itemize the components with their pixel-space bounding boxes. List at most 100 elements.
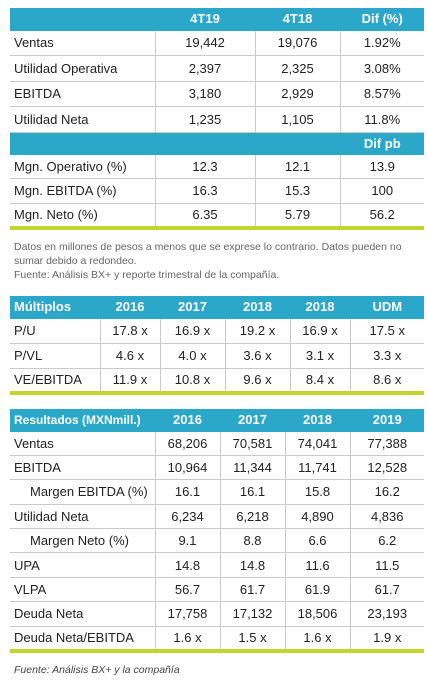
value-cell: 1,105 xyxy=(254,106,340,133)
value-cell: 17,132 xyxy=(219,601,285,627)
value-cell: 1.92% xyxy=(339,30,424,56)
note-source: Fuente: Análisis BX+ y reporte trimestra… xyxy=(14,269,280,281)
value-cell: 9.1 xyxy=(154,528,220,554)
value-cell: 4,836 xyxy=(349,504,424,530)
value-cell: 8.57% xyxy=(339,81,424,107)
table-row: Múltiplos 2016 2017 2018 2018 UDM xyxy=(10,296,424,319)
value-cell: 6,218 xyxy=(219,504,285,530)
table-row: Resultados (MXNmill.) 2016 2017 2018 2019 xyxy=(10,409,424,432)
value-cell: 61.7 xyxy=(219,577,285,603)
header-cell xyxy=(10,132,155,155)
value-cell: 4.0 x xyxy=(159,343,225,369)
value-cell: 12.1 xyxy=(254,154,340,179)
value-cell: 14.8 xyxy=(154,552,220,578)
header-cell: Dif (%) xyxy=(339,8,424,31)
table-row: Utilidad Neta 6,234 6,218 4,890 4,836 xyxy=(10,504,424,530)
value-cell: 19.2 x xyxy=(224,318,290,344)
row-label: EBITDA xyxy=(10,81,155,107)
row-label: Ventas xyxy=(10,431,155,456)
value-cell: 77,388 xyxy=(349,431,424,456)
table-row: Mgn. Operativo (%) 12.3 12.1 13.9 xyxy=(10,154,424,179)
value-cell: 19,076 xyxy=(254,30,340,56)
header-cell: 2016 xyxy=(99,296,160,319)
header-cell: 2018 xyxy=(289,296,350,319)
table-row: Mgn. EBITDA (%) 16.3 15.3 100 xyxy=(10,178,424,204)
row-label: VLPA xyxy=(10,577,155,603)
table-row: Utilidad Neta 1,235 1,105 11.8% xyxy=(10,106,424,133)
table-row: Deuda Neta/EBITDA 1.6 x 1.5 x 1.6 x 1.9 x xyxy=(10,626,424,653)
value-cell: 2,325 xyxy=(254,55,340,82)
header-cell xyxy=(154,132,255,155)
value-cell: 2,397 xyxy=(154,55,255,82)
value-cell: 1.9 x xyxy=(349,626,424,653)
header-cell: 4T19 xyxy=(154,8,255,31)
row-label: P/VL xyxy=(10,343,100,369)
value-cell: 16.1 xyxy=(154,479,220,505)
table-row: P/VL 4.6 x 4.0 x 3.6 x 3.1 x 3.3 x xyxy=(10,343,424,369)
header-cell: 2018 xyxy=(224,296,290,319)
value-cell: 8.6 x xyxy=(349,368,424,395)
value-cell: 15.3 xyxy=(254,178,340,204)
row-label: P/U xyxy=(10,318,100,344)
value-cell: 3.08% xyxy=(339,55,424,82)
value-cell: 61.7 xyxy=(349,577,424,603)
header-cell: 2016 xyxy=(154,409,220,432)
header-cell xyxy=(254,132,340,155)
value-cell: 15.8 xyxy=(284,479,350,505)
table-row: VLPA 56.7 61.7 61.9 61.7 xyxy=(10,577,424,603)
header-cell: 4T18 xyxy=(254,8,340,31)
value-cell: 70,581 xyxy=(219,431,285,456)
header-cell: 2018 xyxy=(284,409,350,432)
results-table: Resultados (MXNmill.) 2016 2017 2018 2019 Ven… xyxy=(10,409,424,653)
table-row: P/U 17.8 x 16.9 x 19.2 x 16.9 x 17.5 x xyxy=(10,318,424,344)
value-cell: 61.9 xyxy=(284,577,350,603)
value-cell: 8.4 x xyxy=(289,368,350,395)
table-row: Mgn. Neto (%) 6.35 5.79 56.2 xyxy=(10,203,424,230)
value-cell: 6.2 xyxy=(349,528,424,554)
value-cell: 3.6 x xyxy=(224,343,290,369)
value-cell: 8.8 xyxy=(219,528,285,554)
value-cell: 1.6 x xyxy=(154,626,220,653)
value-cell: 13.9 xyxy=(339,154,424,179)
table-row: Dif pb xyxy=(10,132,424,155)
table-row: Margen Neto (%) 9.1 8.8 6.6 6.2 xyxy=(10,528,424,554)
table-row: UPA 14.8 14.8 11.6 11.5 xyxy=(10,552,424,578)
header-cell: 2017 xyxy=(159,296,225,319)
table-row: EBITDA 10,964 11,344 11,741 12,528 xyxy=(10,455,424,481)
table-row: Utilidad Operativa 2,397 2,325 3.08% xyxy=(10,55,424,82)
multiples-table: Múltiplos 2016 2017 2018 2018 UDM P/U 17.8 x 16.… xyxy=(10,296,424,395)
value-cell: 3,180 xyxy=(154,81,255,107)
table-row: EBITDA 3,180 2,929 8.57% xyxy=(10,81,424,107)
row-label: Utilidad Neta xyxy=(10,106,155,133)
row-label: Utilidad Operativa xyxy=(10,55,155,82)
table-row: Ventas 19,442 19,076 1.92% xyxy=(10,30,424,56)
value-cell: 1,235 xyxy=(154,106,255,133)
row-label: VE/EBITDA xyxy=(10,368,100,395)
value-cell: 4,890 xyxy=(284,504,350,530)
value-cell: 11.9 x xyxy=(99,368,160,395)
value-cell: 1.6 x xyxy=(284,626,350,653)
value-cell: 12,528 xyxy=(349,455,424,481)
value-cell: 12.3 xyxy=(154,154,255,179)
value-cell: 17.5 x xyxy=(349,318,424,344)
row-label: EBITDA xyxy=(10,455,155,481)
value-cell: 11.8% xyxy=(339,106,424,133)
value-cell: 68,206 xyxy=(154,431,220,456)
value-cell: 11,741 xyxy=(284,455,350,481)
value-cell: 9.6 x xyxy=(224,368,290,395)
row-label: Utilidad Neta xyxy=(10,504,155,530)
source: Fuente: Análisis BX+ y la compañía xyxy=(14,664,180,676)
header-cell: Resultados (MXNmill.) xyxy=(10,409,155,432)
table-row: Ventas 68,206 70,581 74,041 77,388 xyxy=(10,431,424,456)
row-label: Mgn. EBITDA (%) xyxy=(10,178,155,204)
value-cell: 74,041 xyxy=(284,431,350,456)
value-cell: 17,758 xyxy=(154,601,220,627)
row-label: Deuda Neta/EBITDA xyxy=(10,626,155,653)
value-cell: 16.1 xyxy=(219,479,285,505)
value-cell: 11.6 xyxy=(284,552,350,578)
value-cell: 2,929 xyxy=(254,81,340,107)
table-row: Margen EBITDA (%) 16.1 16.1 15.8 16.2 xyxy=(10,479,424,505)
value-cell: 16.2 xyxy=(349,479,424,505)
value-cell: 16.9 x xyxy=(289,318,350,344)
